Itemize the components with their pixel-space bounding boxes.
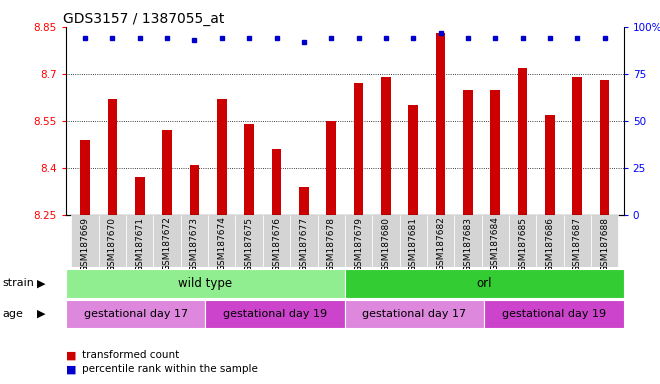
Text: GSM187678: GSM187678: [327, 217, 336, 271]
Bar: [263, 215, 290, 267]
Text: GSM187672: GSM187672: [162, 217, 172, 271]
Text: GSM187684: GSM187684: [491, 217, 500, 271]
Bar: [490, 89, 500, 215]
Bar: [345, 300, 484, 328]
Bar: [345, 215, 372, 267]
Text: GSM187679: GSM187679: [354, 217, 363, 271]
Bar: [327, 121, 336, 215]
Bar: [66, 269, 345, 298]
Bar: [217, 99, 226, 215]
Bar: [427, 215, 454, 267]
Bar: [154, 215, 181, 267]
Text: GDS3157 / 1387055_at: GDS3157 / 1387055_at: [63, 12, 224, 26]
Text: GSM187671: GSM187671: [135, 217, 145, 271]
Text: GSM187682: GSM187682: [436, 217, 445, 271]
Bar: [545, 115, 554, 215]
Bar: [81, 140, 90, 215]
Text: GSM187669: GSM187669: [81, 217, 90, 271]
Text: ■: ■: [66, 350, 77, 360]
Bar: [290, 215, 317, 267]
Text: GSM187686: GSM187686: [545, 217, 554, 271]
Bar: [299, 187, 309, 215]
Bar: [135, 177, 145, 215]
Text: GSM187683: GSM187683: [463, 217, 473, 271]
Text: age: age: [2, 309, 23, 319]
Bar: [372, 215, 399, 267]
Bar: [162, 130, 172, 215]
Text: ▶: ▶: [37, 278, 45, 288]
Text: GSM187688: GSM187688: [600, 217, 609, 271]
Bar: [181, 215, 208, 267]
Bar: [71, 215, 99, 267]
Text: GSM187674: GSM187674: [217, 217, 226, 271]
Text: GSM187673: GSM187673: [190, 217, 199, 271]
Text: gestational day 19: gestational day 19: [502, 309, 606, 319]
Bar: [409, 105, 418, 215]
Bar: [208, 215, 236, 267]
Bar: [517, 68, 527, 215]
Bar: [484, 300, 624, 328]
Bar: [66, 300, 205, 328]
Bar: [482, 215, 509, 267]
Text: percentile rank within the sample: percentile rank within the sample: [82, 364, 258, 374]
Text: ▶: ▶: [37, 309, 45, 319]
Text: gestational day 17: gestational day 17: [84, 309, 188, 319]
Bar: [564, 215, 591, 267]
Bar: [345, 269, 624, 298]
Text: GSM187677: GSM187677: [300, 217, 308, 271]
Text: gestational day 19: gestational day 19: [223, 309, 327, 319]
Bar: [108, 99, 117, 215]
Bar: [354, 83, 363, 215]
Text: GSM187680: GSM187680: [381, 217, 390, 271]
Bar: [572, 77, 582, 215]
Bar: [536, 215, 564, 267]
Bar: [189, 165, 199, 215]
Bar: [399, 215, 427, 267]
Text: wild type: wild type: [178, 277, 232, 290]
Text: transformed count: transformed count: [82, 350, 180, 360]
Text: strain: strain: [2, 278, 34, 288]
Text: GSM187675: GSM187675: [245, 217, 253, 271]
Text: GSM187685: GSM187685: [518, 217, 527, 271]
Bar: [99, 215, 126, 267]
Bar: [454, 215, 482, 267]
Bar: [509, 215, 536, 267]
Bar: [236, 215, 263, 267]
Bar: [317, 215, 345, 267]
Bar: [244, 124, 254, 215]
Text: GSM187681: GSM187681: [409, 217, 418, 271]
Bar: [463, 89, 473, 215]
Text: GSM187676: GSM187676: [272, 217, 281, 271]
Bar: [205, 300, 345, 328]
Bar: [436, 33, 446, 215]
Text: ■: ■: [66, 364, 77, 374]
Bar: [126, 215, 154, 267]
Bar: [272, 149, 281, 215]
Text: gestational day 17: gestational day 17: [362, 309, 467, 319]
Bar: [591, 215, 618, 267]
Text: GSM187670: GSM187670: [108, 217, 117, 271]
Text: orl: orl: [477, 277, 492, 290]
Bar: [381, 77, 391, 215]
Bar: [600, 80, 609, 215]
Text: GSM187687: GSM187687: [573, 217, 581, 271]
